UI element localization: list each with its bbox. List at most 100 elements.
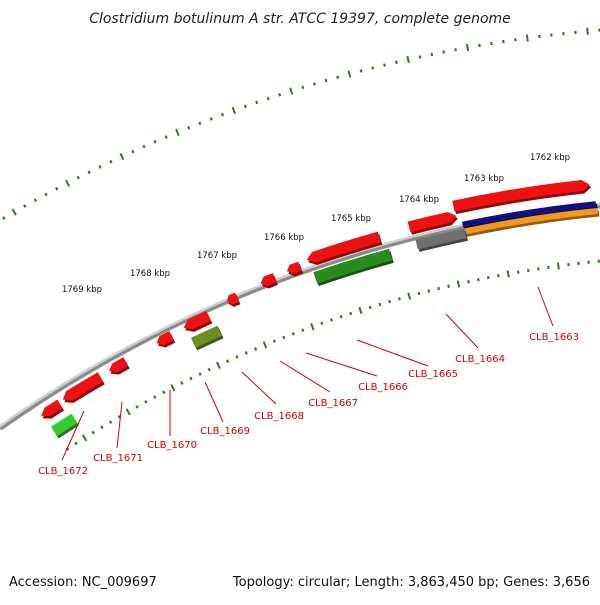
gene-label[interactable]: CLB_1665 [408,369,458,380]
scale-tick-major [83,435,87,441]
scale-tick-minor [350,312,351,315]
genome-summary-text: Topology: circular; Length: 3,863,450 bp… [232,575,590,590]
scale-tick-minor [302,86,303,89]
scale-tick-major [290,88,292,95]
scale-tick-major [558,263,559,270]
gene-label[interactable]: CLB_1663 [529,332,579,343]
scale-tick-minor [92,431,94,434]
scale-tick-minor [88,171,89,174]
scale-tick-minor [209,368,210,371]
scale-tick-minor [321,322,322,325]
scale-tick-minor [199,373,200,376]
scale-tick-minor [302,329,303,332]
scale-tick-minor [283,336,284,339]
gene-label[interactable]: CLB_1667 [308,398,358,409]
scale-tick-minor [145,401,146,404]
scale-tick-major [126,409,129,415]
scale-tick-minor [479,44,480,47]
scale-tick-minor [274,340,275,343]
gene-label[interactable]: CLB_1670 [147,440,197,451]
scale-tick-minor [314,83,315,86]
scale-tick-minor [448,285,449,288]
scale-tick-major [407,56,409,63]
scale-tick-major [13,209,16,215]
scale-label: 1765 kbp [331,214,371,224]
scale-tick-minor [419,292,420,295]
gene-block[interactable] [261,273,278,288]
gene-label[interactable]: CLB_1668 [254,411,304,422]
gene-leader-line [446,314,478,348]
scale-tick-major [587,28,588,35]
scale-tick-minor [3,217,5,220]
gene-leader-line [242,372,276,404]
genome-title: Clostridium botulinum A str. ATCC 19397,… [89,11,511,27]
gene-label[interactable]: CLB_1669 [200,426,250,437]
gene-block[interactable] [51,414,79,439]
gene-leader-line [117,402,122,448]
scale-label: 1767 kbp [197,251,237,261]
gene-label[interactable]: CLB_1671 [93,453,143,464]
scale-tick-minor [163,391,164,394]
scale-tick-minor [56,187,57,190]
scale-tick-minor [154,396,155,399]
scale-tick-minor [222,113,223,116]
scale-tick-minor [420,55,421,58]
scale-tick-minor [236,356,237,359]
scale-tick-minor [45,193,46,196]
scale-tick-minor [396,61,397,64]
scale-tick-minor [488,276,489,279]
scale-tick-minor [455,48,456,51]
scale-tick-minor [443,51,444,54]
scale-tick-minor [199,122,200,125]
scale-tick-minor [331,318,332,321]
gene-leader-line [357,340,428,366]
scale-tick-major [311,323,313,330]
scale-tick-minor [255,348,256,351]
scale-tick-major [527,35,528,42]
scale-tick-minor [256,101,257,104]
gene-leader-line [306,353,377,376]
scale-tick-major [458,281,460,288]
scale-tick-minor [438,287,439,290]
gene-block[interactable] [41,400,64,419]
scale-tick-minor [432,53,433,56]
scale-tick-minor [268,97,269,100]
scale-tick-minor [379,303,380,306]
scale-label: 1766 kbp [264,233,304,243]
scale-tick-minor [99,166,100,169]
scale-tick-minor [246,352,247,355]
scale-tick-minor [132,150,133,153]
scale-tick-minor [24,205,25,208]
gene-leader-line [538,287,553,326]
gene-label[interactable]: CLB_1664 [455,354,505,365]
scale-tick-minor [227,360,228,363]
scale-tick-minor [211,118,212,121]
scale-tick-minor [279,93,280,96]
scale-tick-major [508,270,509,277]
scale-tick-minor [154,140,155,143]
inner-scale-ticks [67,257,600,450]
scale-tick-minor [518,271,519,274]
scale-tick-minor [136,406,137,409]
scale-tick-minor [372,66,373,69]
scale-tick-minor [399,297,400,300]
scale-tick-minor [101,426,103,429]
scale-tick-minor [245,105,246,108]
gene-label[interactable]: CLB_1672 [38,466,88,477]
scale-tick-minor [468,280,469,283]
scale-tick-major [66,180,69,186]
scale-tick-minor [384,64,385,67]
scale-tick-minor [78,176,79,179]
scale-tick-minor [341,315,342,318]
scale-tick-major [467,44,468,51]
scale-tick-major [176,129,179,135]
scale-tick-major [359,307,361,314]
scale-label: 1764 kbp [399,195,439,205]
scale-tick-minor [181,382,182,385]
gene-leader-line [205,382,223,422]
scale-tick-minor [143,145,144,148]
gene-label[interactable]: CLB_1666 [358,382,408,393]
scale-tick-major [120,153,123,159]
